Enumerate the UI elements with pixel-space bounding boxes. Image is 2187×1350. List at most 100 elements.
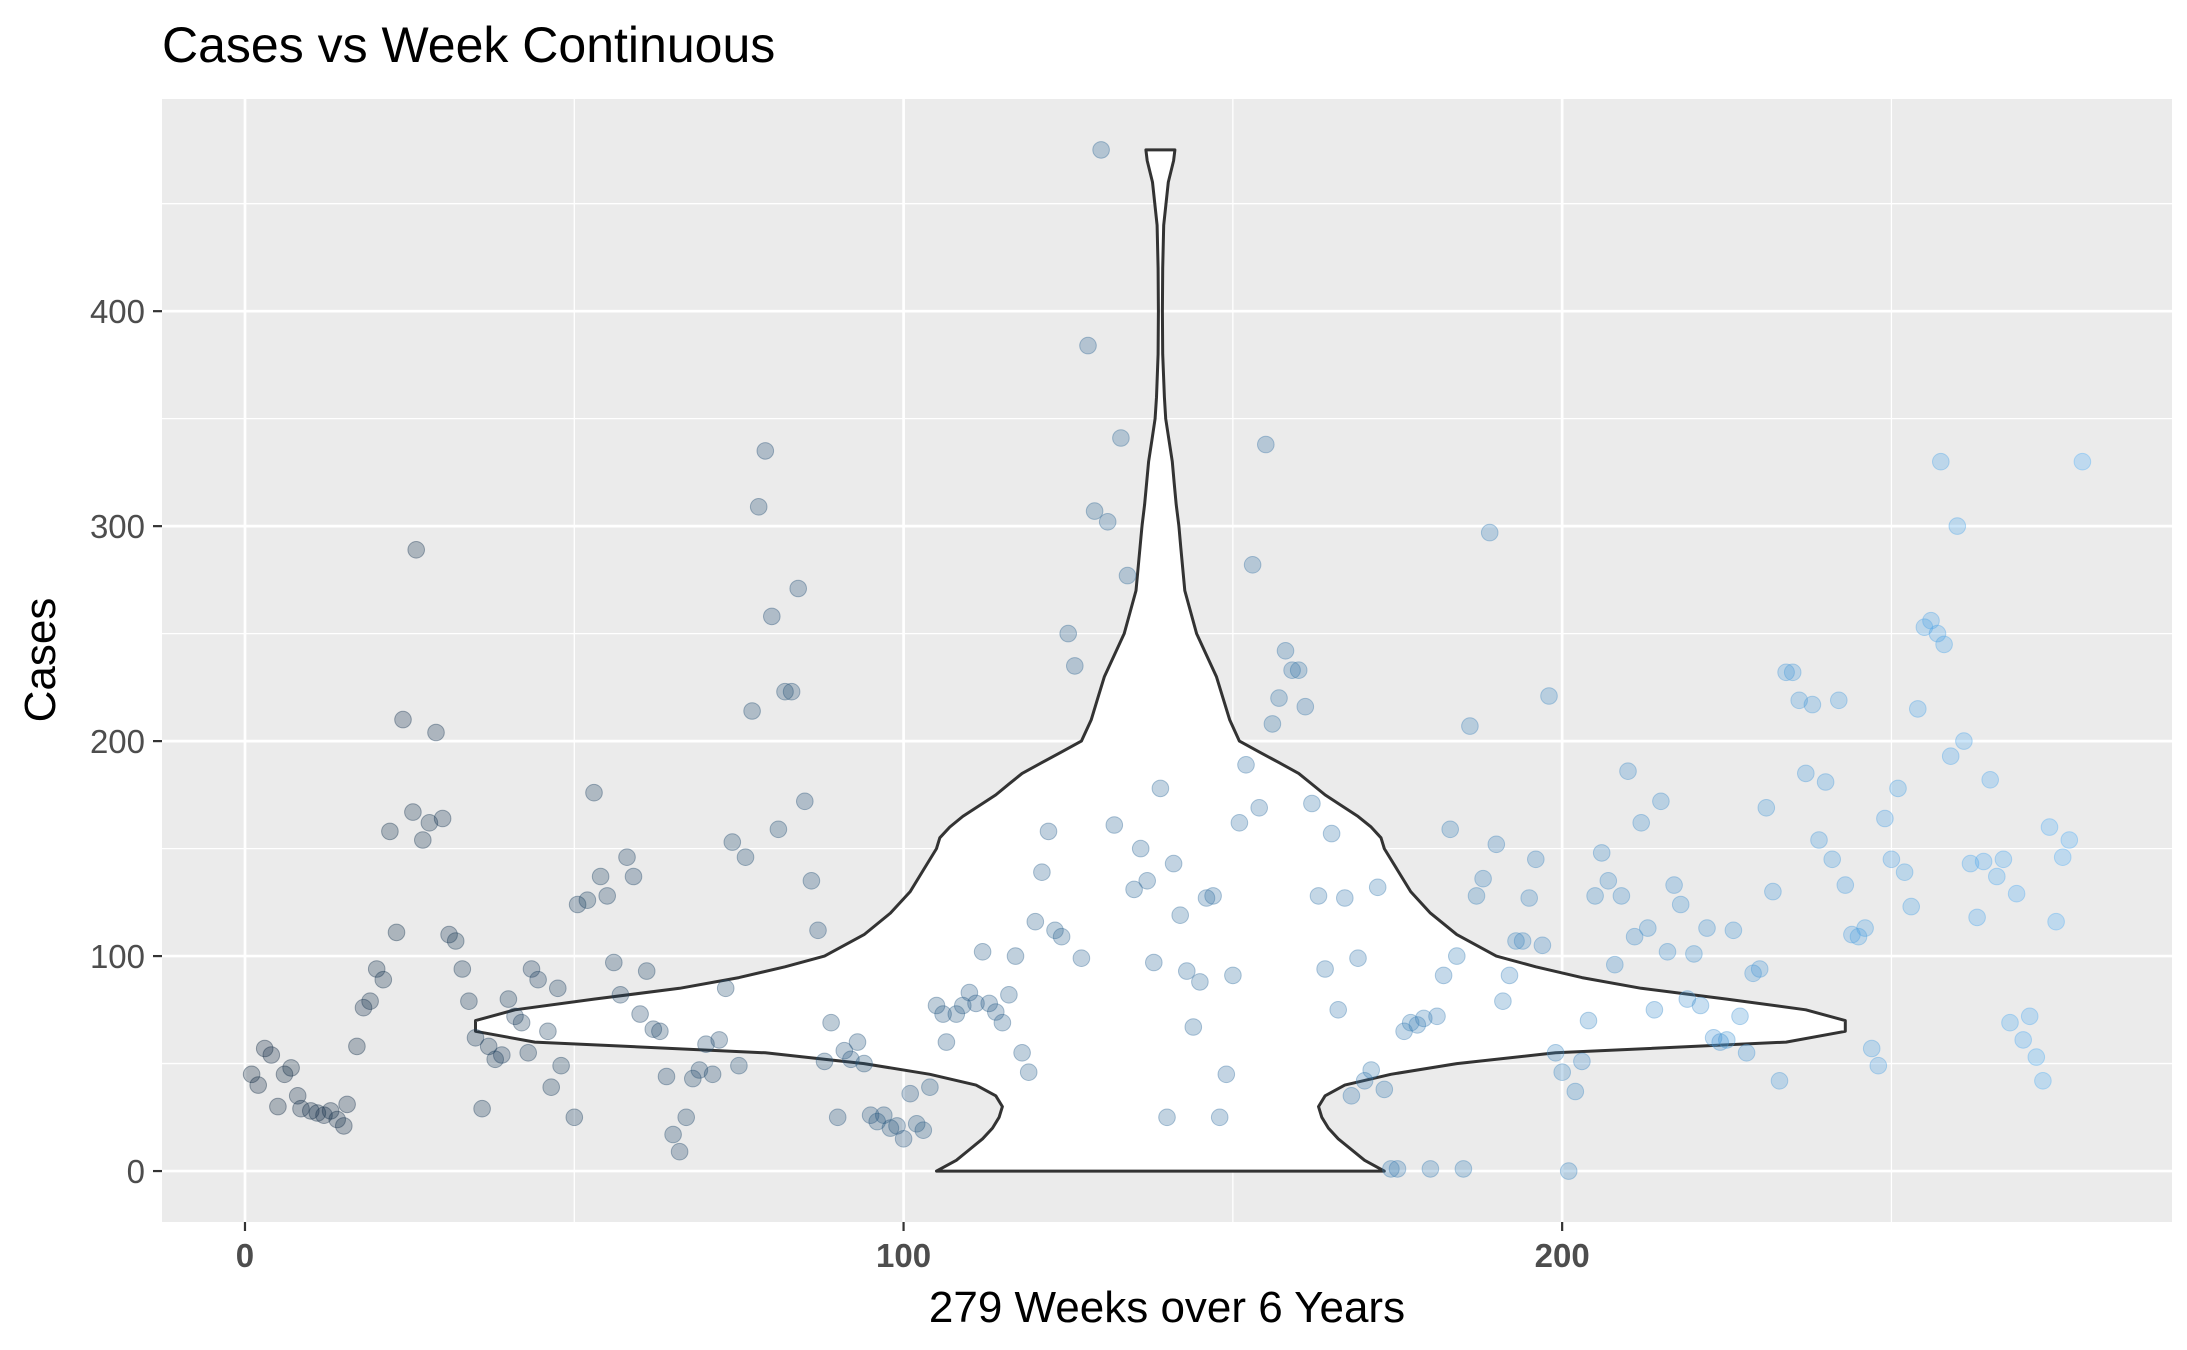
data-point — [2053, 848, 2072, 867]
data-point — [1276, 642, 1295, 660]
data-point — [1691, 996, 1710, 1015]
data-point — [776, 682, 794, 701]
data-point — [522, 960, 541, 978]
data-point — [1105, 816, 1124, 834]
data-point — [1243, 556, 1262, 574]
data-point — [749, 498, 768, 516]
data-point — [354, 998, 373, 1017]
data-point — [585, 783, 603, 802]
data-point — [499, 990, 518, 1008]
data-point — [1131, 839, 1150, 858]
data-point — [1573, 1052, 1591, 1071]
data-point — [1467, 887, 1486, 905]
data-point — [1191, 973, 1209, 991]
data-point — [861, 1106, 880, 1124]
data-point — [578, 891, 597, 910]
data-point — [1454, 1160, 1473, 1178]
data-point — [1619, 762, 1637, 781]
data-point — [1836, 876, 1855, 894]
data-point — [815, 1052, 834, 1071]
x-tick-label: 0 — [236, 1237, 254, 1274]
data-point — [1217, 1065, 1236, 1084]
data-point — [1737, 1044, 1756, 1062]
axis-ticks — [153, 310, 1564, 1231]
data-point — [427, 723, 445, 742]
data-point — [1882, 850, 1901, 869]
data-point — [1731, 1007, 1749, 1026]
data-point — [292, 1099, 310, 1118]
data-point — [769, 820, 788, 839]
data-point — [1698, 919, 1716, 937]
data-point — [993, 1013, 1012, 1032]
data-point — [684, 1069, 702, 1088]
data-point — [1322, 824, 1341, 843]
data-point — [1724, 921, 1743, 940]
data-point — [907, 1115, 926, 1133]
data-point — [1158, 1108, 1176, 1127]
data-point — [802, 872, 821, 890]
data-point — [1257, 435, 1275, 454]
data-point — [809, 921, 827, 940]
data-point — [1513, 932, 1532, 950]
data-point — [1981, 771, 1999, 789]
data-point — [486, 1050, 505, 1069]
x-tick-label: 100 — [876, 1237, 931, 1274]
data-point — [275, 1065, 294, 1084]
data-point — [1500, 966, 1519, 985]
data-point — [901, 1084, 920, 1103]
data-point — [835, 1041, 854, 1060]
data-point — [1941, 747, 1960, 766]
data-point — [1685, 945, 1703, 963]
data-point — [1408, 1016, 1427, 1034]
data-point — [987, 1003, 1005, 1021]
data-point — [1033, 863, 1051, 882]
data-point — [262, 1046, 281, 1064]
data-point — [1349, 949, 1367, 968]
data-point — [453, 960, 472, 978]
data-point — [321, 1102, 340, 1120]
data-point — [1612, 887, 1631, 905]
data-point — [1961, 854, 1980, 873]
data-point — [1665, 876, 1683, 894]
data-point — [1803, 695, 1822, 714]
data-point — [2047, 912, 2065, 931]
data-point — [394, 710, 412, 729]
y-tick-labels: 0 100 200 300 400 — [90, 293, 145, 1190]
data-point — [888, 1117, 906, 1135]
data-point — [1164, 854, 1183, 873]
data-point — [1928, 624, 1947, 643]
data-point — [703, 1065, 722, 1084]
data-point — [1974, 852, 1993, 871]
data-point — [657, 1067, 676, 1086]
data-point — [1559, 1162, 1578, 1180]
data-point — [1316, 960, 1334, 978]
data-point — [1178, 962, 1196, 980]
data-point — [2001, 1013, 2019, 1032]
data-point — [1250, 799, 1268, 817]
data-point — [1750, 960, 1769, 978]
data-point — [367, 960, 386, 978]
data-point — [677, 1108, 696, 1127]
data-point — [1994, 850, 2013, 869]
data-point — [1006, 947, 1025, 965]
data-point — [1770, 1072, 1789, 1090]
data-point — [1138, 872, 1156, 890]
data-point — [1520, 889, 1538, 907]
data-point — [736, 848, 755, 867]
data-point — [1816, 773, 1835, 791]
data-point — [348, 1037, 366, 1056]
data-point — [1823, 850, 1841, 869]
data-point — [565, 1108, 584, 1127]
data-point — [855, 1054, 873, 1073]
data-point — [927, 996, 946, 1015]
data-point — [249, 1076, 268, 1094]
data-point — [1592, 844, 1611, 862]
data-point — [1145, 953, 1163, 972]
data-point — [1968, 908, 1986, 927]
data-point — [1046, 921, 1064, 940]
data-point — [1895, 863, 1914, 882]
violin — [474, 148, 1847, 1173]
data-point — [519, 1044, 538, 1062]
data-point — [1283, 661, 1301, 680]
data-point — [1658, 943, 1677, 961]
